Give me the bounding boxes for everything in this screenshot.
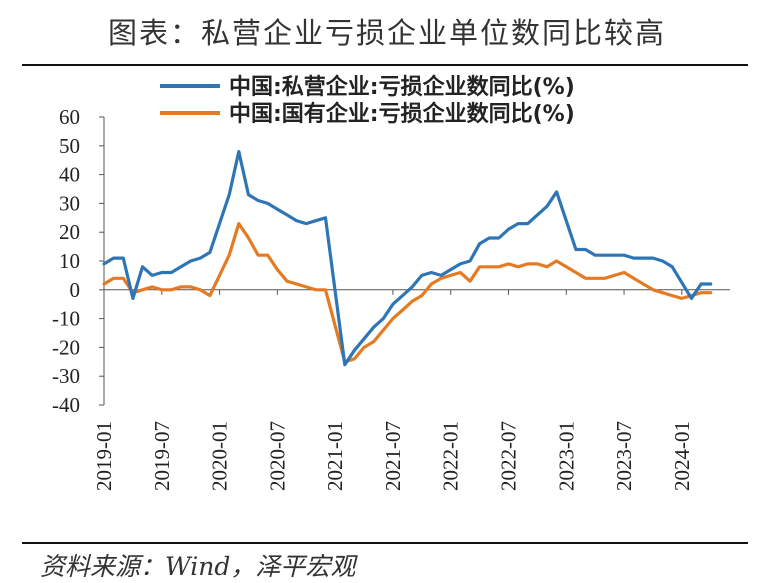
x-tick-label: 2023-07 bbox=[612, 421, 636, 491]
y-tick-label: 50 bbox=[59, 134, 80, 158]
y-tick-label: -20 bbox=[52, 335, 80, 359]
x-tick-label: 2022-07 bbox=[496, 421, 520, 491]
x-tick-label: 2019-01 bbox=[92, 421, 116, 491]
y-tick-label: -40 bbox=[52, 393, 80, 417]
top-rule bbox=[22, 64, 748, 66]
legend-label: 中国:国有企业:亏损企业数同比(%) bbox=[229, 101, 575, 127]
x-tick-label: 2019-07 bbox=[150, 421, 174, 491]
x-tick-label: 2022-01 bbox=[439, 421, 463, 491]
y-tick-label: -30 bbox=[52, 364, 80, 388]
y-tick-label: -10 bbox=[52, 307, 80, 331]
x-tick-label: 2023-01 bbox=[554, 421, 578, 491]
legend: 中国:私营企业:亏损企业数同比(%)中国:国有企业:亏损企业数同比(%) bbox=[160, 74, 575, 127]
y-tick-label: 20 bbox=[59, 220, 80, 244]
x-tick-label: 2020-01 bbox=[208, 421, 232, 491]
axes: 60 50 40 30 20 10 0 -10 -20 -30 -40 2019-01 2019-07 2… bbox=[52, 105, 730, 491]
y-tick-label: 60 bbox=[59, 105, 80, 129]
source-note: 资料来源：Wind，泽平宏观 bbox=[40, 552, 356, 581]
bottom-rule bbox=[22, 542, 748, 544]
private-enterprise-line bbox=[102, 150, 713, 367]
y-tick-label: 10 bbox=[59, 249, 80, 273]
x-tick-label: 2021-07 bbox=[381, 421, 405, 491]
state-enterprise-line bbox=[102, 222, 713, 364]
y-tick-label: 30 bbox=[59, 191, 80, 215]
y-tick-label: 40 bbox=[59, 163, 80, 187]
x-tick-label: 2020-07 bbox=[265, 421, 289, 491]
x-tick-label: 2021-01 bbox=[323, 421, 347, 491]
series-lines bbox=[102, 150, 713, 367]
legend-label: 中国:私营企业:亏损企业数同比(%) bbox=[229, 74, 575, 100]
chart-title: 图表：私营企业亏损企业单位数同比较高 bbox=[107, 16, 666, 50]
x-tick-label: 2024-01 bbox=[670, 421, 694, 491]
y-tick-label: 0 bbox=[70, 278, 81, 302]
